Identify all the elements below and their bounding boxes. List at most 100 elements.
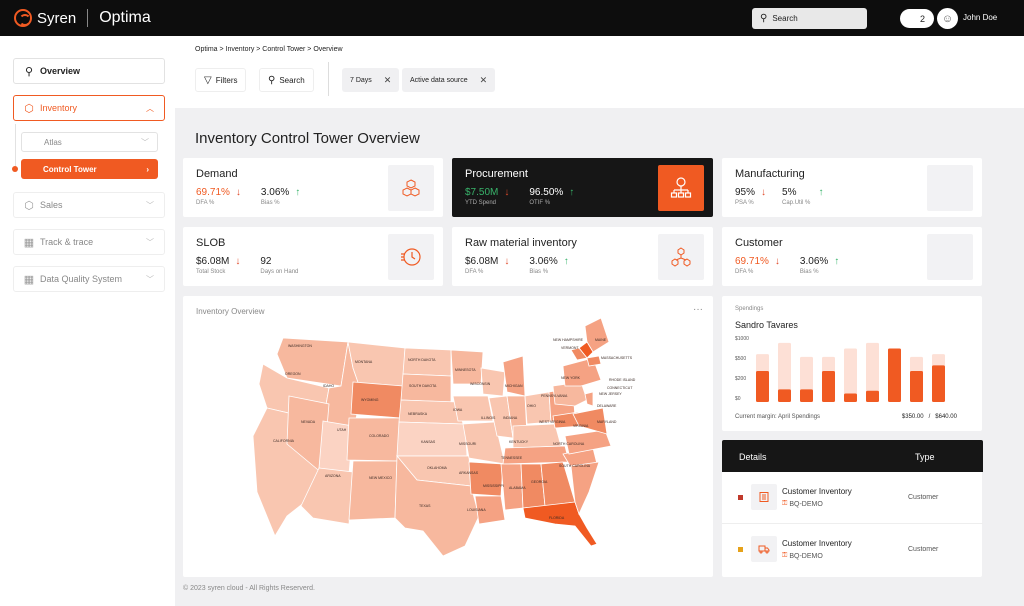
kpi-card-slob[interactable]: SLOB $6.08M ↓ Total Stock 92 Days on Hand <box>183 227 443 286</box>
kpi-value: $6.08M <box>465 256 499 267</box>
map-state-label: CONNECTICUT <box>607 386 633 390</box>
sidebar-subitem-control-tower[interactable]: Control Tower › <box>21 159 158 179</box>
filter-chip-data-source[interactable]: Active data source ✕ <box>402 68 496 92</box>
map-state[interactable] <box>570 461 600 516</box>
map-state[interactable] <box>400 373 452 403</box>
kpi-value: $7.50M <box>465 187 499 198</box>
row-sub-text: BQ-DEMO <box>789 552 823 560</box>
kpi-title: SLOB <box>196 237 226 249</box>
map-state[interactable] <box>468 461 504 497</box>
map-state-label: IOWA <box>453 408 463 412</box>
map-state-label: WEST VIRGINIA <box>539 420 566 424</box>
sidebar-subitem-atlas[interactable]: Atlas ﹀ <box>21 132 158 152</box>
map-state[interactable] <box>502 445 570 465</box>
bar-total <box>866 342 879 402</box>
map-state[interactable] <box>474 495 506 525</box>
map-state[interactable] <box>572 407 608 435</box>
sidebar-item-sales[interactable]: ⬡ Sales ﹀ <box>13 192 165 218</box>
map-state[interactable] <box>300 467 354 525</box>
map-state[interactable] <box>480 367 506 397</box>
map-state-label: PENNSYLVANIA <box>541 394 568 398</box>
sidebar-item-inventory[interactable]: ⬡ Inventory ︿ <box>13 95 165 121</box>
map-state[interactable] <box>402 347 452 377</box>
map-state[interactable] <box>396 421 468 457</box>
sidebar-item-label: Inventory <box>40 103 78 113</box>
map-state[interactable] <box>346 417 402 462</box>
kpi-value: 5% <box>782 187 797 198</box>
supply-network-icon <box>658 165 704 211</box>
map-state[interactable] <box>584 317 610 353</box>
map-state-label: WISCONSIN <box>470 382 491 386</box>
filters-button[interactable]: ▽ Filters <box>195 68 247 92</box>
close-icon[interactable]: ✕ <box>383 74 392 85</box>
kpi-label: DFA % <box>735 269 754 275</box>
map-state[interactable] <box>348 460 398 521</box>
kpi-value: 92 <box>260 256 272 267</box>
us-map[interactable] <box>183 296 713 577</box>
kpi-card-raw-material[interactable]: Raw material inventory $6.08M ↓ DFA % 3.0… <box>452 227 713 286</box>
map-state[interactable] <box>450 349 484 385</box>
sidebar-item-track-trace[interactable]: ▦ Track & trace ﹀ <box>13 229 165 255</box>
map-state[interactable] <box>564 429 612 455</box>
map-state-label: VERMONT <box>561 346 579 350</box>
bar-total <box>844 348 857 402</box>
map-state-label: TEXAS <box>419 504 431 508</box>
user-name[interactable]: John Doe <box>963 13 998 22</box>
network-cubes-icon <box>658 234 704 280</box>
kpi-value: 96.50% <box>529 187 564 198</box>
spendings-footer-label: Current margin: April Spendings <box>735 414 821 420</box>
kpi-label: Cap.Util % <box>782 200 811 206</box>
row-type: Customer <box>908 494 939 501</box>
avatar[interactable]: ☺ <box>937 8 958 29</box>
more-options-icon[interactable]: ··· <box>693 304 703 315</box>
map-state[interactable] <box>276 337 349 387</box>
kpi-card-procurement[interactable]: Procurement $7.50M ↓ YTD Spend 96.50% ↑ OT… <box>452 158 713 217</box>
kpi-label: Bias % <box>529 269 549 275</box>
kpi-card-demand[interactable]: Demand 69.71% ↓ DFA % 3.06% ↑ Bias % <box>183 158 443 217</box>
search-label: Search <box>279 75 305 85</box>
kpi-card-manufacturing[interactable]: Manufacturing 95% ↓ PSA % 5% ↑ Cap.Util % <box>722 158 982 217</box>
chevron-right-icon: › <box>146 164 149 174</box>
map-state[interactable] <box>452 395 494 422</box>
grid-icon: ▦ <box>23 236 35 249</box>
grid-icon: ▦ <box>23 273 35 286</box>
bar-spent <box>910 371 923 402</box>
sidebar-item-data-quality[interactable]: ▦ Data Quality System ﹀ <box>13 266 165 292</box>
spendings-card: Spendings Sandro Tavares $1000 $500 $200 $0… <box>722 296 982 431</box>
search-button[interactable]: ⚲ Search <box>259 68 314 92</box>
sidebar <box>0 36 175 606</box>
map-state-label: MASSACHUSETTS <box>601 356 633 360</box>
map-state[interactable] <box>540 461 576 507</box>
kpi-label: Bias % <box>260 200 280 206</box>
kpi-card-customer[interactable]: Customer 69.71% ↓ DFA % 3.06% ↑ Bias % <box>722 227 982 286</box>
map-state[interactable] <box>522 501 598 547</box>
map-state[interactable] <box>584 391 594 407</box>
top-search-input[interactable]: ⚲ Search <box>752 8 867 29</box>
sidebar-item-label: Track & trace <box>40 237 94 247</box>
search-icon: ⚲ <box>760 13 768 24</box>
sidebar-item-overview[interactable]: ⚲ Overview <box>13 58 165 84</box>
filter-chip-days[interactable]: 7 Days ✕ <box>342 68 400 92</box>
page-title: Inventory Control Tower Overview <box>195 130 420 147</box>
notifications-button[interactable]: 2 <box>900 9 934 28</box>
status-marker <box>738 547 743 552</box>
bar-spent <box>888 348 901 402</box>
footer: © 2023 syren cloud - All Rights Reserver… <box>183 585 315 592</box>
map-state[interactable] <box>394 454 480 557</box>
table-row[interactable]: Customer Inventory ⚿ BQ-DEMO Customer <box>722 472 983 524</box>
bar-spent <box>822 371 835 402</box>
table-row[interactable]: Customer Inventory ⚿ BQ-DEMO Customer <box>722 524 983 576</box>
map-state-label: SOUTH DAKOTA <box>409 384 437 388</box>
cubes-icon <box>388 165 434 211</box>
brand-logo[interactable]: Syren <box>14 9 76 27</box>
map-state[interactable] <box>502 355 526 397</box>
close-icon[interactable]: ✕ <box>479 74 488 85</box>
map-state-label: SOUTH CAROLINA <box>559 464 591 468</box>
clock-icon <box>388 234 434 280</box>
factory-icon <box>927 165 973 211</box>
inventory-overview-map-card: Inventory Overview ··· <box>183 296 713 577</box>
map-state-label: KANSAS <box>421 440 436 444</box>
map-title: Inventory Overview <box>196 307 265 316</box>
map-state[interactable] <box>586 355 602 367</box>
breadcrumb[interactable]: Optima > Inventory > Control Tower > Ove… <box>195 46 343 53</box>
